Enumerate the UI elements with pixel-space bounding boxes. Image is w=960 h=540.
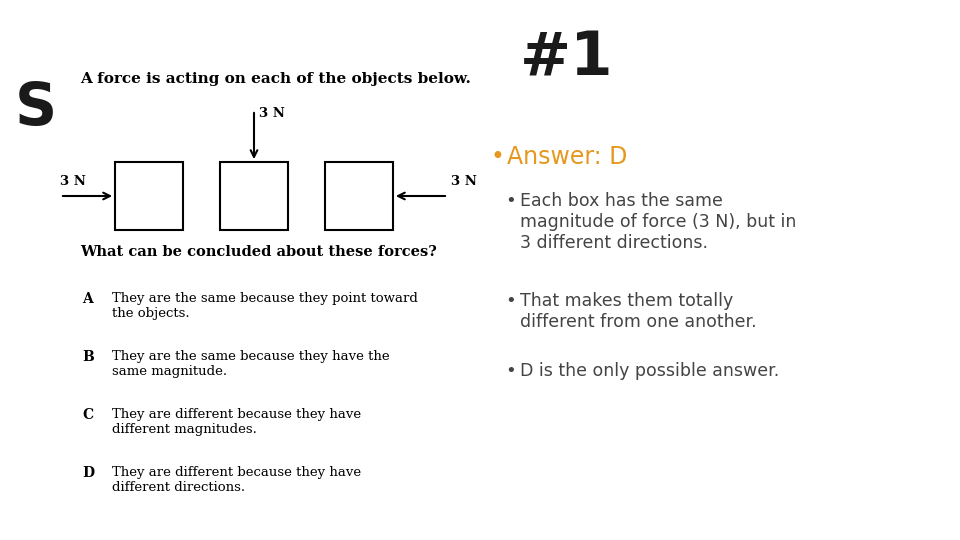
Text: They are the same because they point toward
the objects.: They are the same because they point tow… [112,292,418,320]
Text: •: • [505,192,516,210]
Text: They are the same because they have the
same magnitude.: They are the same because they have the … [112,350,390,378]
Text: •: • [505,292,516,310]
Text: A: A [82,292,93,306]
Text: What can be concluded about these forces?: What can be concluded about these forces… [80,245,437,259]
Text: Answer: D: Answer: D [507,145,628,169]
Text: B: B [82,350,94,364]
Text: Each box has the same
magnitude of force (3 N), but in
3 different directions.: Each box has the same magnitude of force… [520,192,797,252]
Text: They are different because they have
different directions.: They are different because they have dif… [112,466,361,494]
Text: They are different because they have
different magnitudes.: They are different because they have dif… [112,408,361,436]
Text: #1: #1 [520,30,613,89]
Text: That makes them totally
different from one another.: That makes them totally different from o… [520,292,756,331]
Text: •: • [505,362,516,380]
Text: A force is acting on each of the objects below.: A force is acting on each of the objects… [80,72,470,86]
Text: •: • [490,145,504,169]
Text: S: S [15,80,58,137]
Text: D: D [82,466,94,480]
Bar [220,162,288,230]
Bar [115,162,183,230]
Text: C: C [82,408,93,422]
Text: 3 N: 3 N [451,175,477,188]
Text: 3 N: 3 N [60,175,85,188]
Text: 3 N: 3 N [259,107,285,120]
Bar [325,162,393,230]
Text: D is the only possible answer.: D is the only possible answer. [520,362,780,380]
